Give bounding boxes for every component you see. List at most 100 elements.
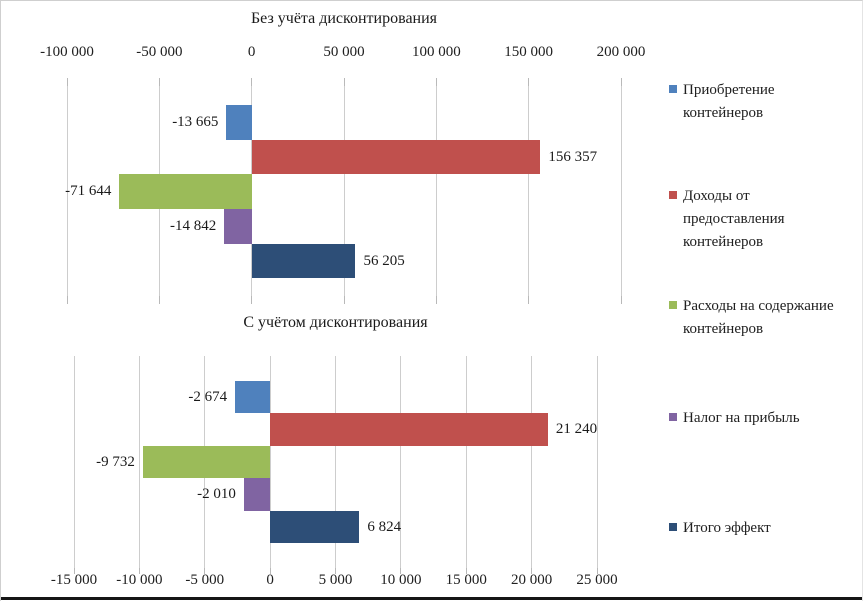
legend-item-total: Итого эффект [669, 517, 771, 540]
legend-label-line: контейнеров [683, 105, 764, 121]
axis-tick-label: 25 000 [576, 572, 618, 588]
legend-label-total: Итого эффект [683, 517, 771, 540]
legend-label-line: Налог на прибыль [683, 410, 800, 426]
value-label-acquisition: -2 674 [188, 389, 228, 405]
value-label-maintenance: -9 732 [96, 453, 135, 470]
value-label-income: 21 240 [555, 421, 598, 438]
bar-income [251, 139, 541, 175]
axis-tick-label: -5 000 [185, 572, 225, 588]
axis-tick [251, 296, 253, 304]
axis-tick [66, 78, 68, 86]
legend-marker-income-icon [669, 191, 677, 199]
axis-tick-label: 0 [266, 572, 274, 588]
value-label-total: 6 824 [367, 518, 402, 535]
gridline [400, 356, 402, 568]
gridline [66, 86, 68, 296]
axis-tick [158, 296, 160, 304]
gridline [531, 356, 533, 568]
legend-marker-tax-icon [669, 413, 677, 421]
value-label-maintenance: -71 644 [65, 183, 112, 200]
axis-tick [66, 296, 68, 304]
axis-tick-label: 150 000 [504, 44, 554, 60]
axis-tick-label: -15 000 [50, 572, 98, 588]
legend-item-income: Доходы от предоставления контейнеров [669, 185, 785, 254]
value-label-tax: -2 010 [197, 486, 236, 503]
legend-label-line: Доходы от [683, 188, 750, 204]
legend-item-tax: Налог на прибыль [669, 407, 800, 430]
chart-title-with-discount: С учётом дисконтирования [243, 314, 428, 331]
axis-tick [158, 78, 160, 86]
bar-total [251, 243, 356, 279]
axis-tick-label: -100 000 [40, 44, 94, 60]
bar-income [270, 413, 548, 446]
axis-tick [531, 568, 533, 574]
legend-label-line: контейнеров [683, 321, 764, 337]
gridline [251, 86, 253, 296]
axis-tick [343, 296, 345, 304]
axis-tick [435, 296, 437, 304]
value-label-tax: -14 842 [170, 218, 217, 235]
legend-item-maintenance: Расходы на содержание контейнеров [669, 295, 834, 341]
axis-tick [400, 568, 402, 574]
axis-tick [620, 296, 622, 304]
axis-tick [138, 568, 140, 574]
bar-acquisition [235, 381, 271, 414]
axis-tick [620, 78, 622, 86]
gridline [73, 356, 75, 568]
axis-tick-label: 15 000 [445, 572, 487, 588]
axis-tick-label: -10 000 [116, 572, 163, 588]
legend-label-maintenance: Расходы на содержание контейнеров [683, 295, 834, 341]
axis-tick-label: 5 000 [318, 572, 353, 588]
legend-label-line: Приобретение [683, 82, 775, 98]
bar-tax [224, 209, 252, 244]
legend-label-acquisition: Приобретение контейнеров [683, 79, 775, 125]
bar-maintenance [142, 445, 271, 479]
value-label-total: 56 205 [363, 252, 405, 269]
bar-maintenance [119, 174, 252, 210]
gridline [528, 86, 530, 296]
gridline [335, 356, 336, 568]
axis-tick-label: 100 000 [411, 44, 461, 60]
gridline [465, 356, 467, 568]
axis-tick [528, 78, 530, 86]
gridline [596, 356, 598, 568]
axis-tick [528, 296, 530, 304]
bar-tax [243, 478, 271, 511]
axis-tick [596, 568, 598, 574]
legend-marker-maintenance-icon [669, 301, 677, 309]
gridline [435, 86, 437, 296]
axis-tick-label: 20 000 [511, 572, 553, 588]
axis-tick-label: 200 000 [596, 44, 646, 60]
axis-tick-label: -50 000 [136, 44, 183, 60]
legend-label-tax: Налог на прибыль [683, 407, 800, 430]
axis-tick-label: 0 [247, 44, 256, 60]
gridline [138, 356, 140, 568]
legend-marker-acquisition-icon [669, 85, 677, 93]
axis-tick [73, 568, 75, 574]
value-label-acquisition: -13 665 [172, 114, 219, 130]
legend-label-line: контейнеров [683, 234, 764, 250]
gridline [269, 356, 271, 568]
axis-tick [269, 568, 271, 574]
gridline [620, 86, 622, 296]
chart-title-no-discount: Без учёта дисконтирования [250, 10, 438, 27]
axis-tick-label: 10 000 [380, 572, 422, 588]
axis-tick [251, 78, 253, 86]
legend: Приобретение контейнеров Доходы от предоста… [669, 1, 859, 601]
axis-tick [204, 568, 206, 574]
axis-tick-label: 50 000 [323, 44, 365, 60]
axis-tick [465, 568, 467, 574]
legend-label-line: предоставления [683, 211, 785, 227]
legend-label-income: Доходы от предоставления контейнеров [683, 185, 785, 254]
gridline [343, 86, 345, 296]
bar-acquisition [226, 105, 252, 140]
axis-tick [435, 78, 437, 86]
legend-label-line: Итого эффект [683, 520, 771, 536]
legend-label-line: Расходы на содержание [683, 298, 834, 314]
legend-marker-total-icon [669, 523, 677, 531]
value-label-income: 156 357 [548, 148, 598, 165]
axis-tick [343, 78, 345, 86]
bottom-rule [1, 597, 862, 600]
axis-tick [335, 568, 336, 574]
